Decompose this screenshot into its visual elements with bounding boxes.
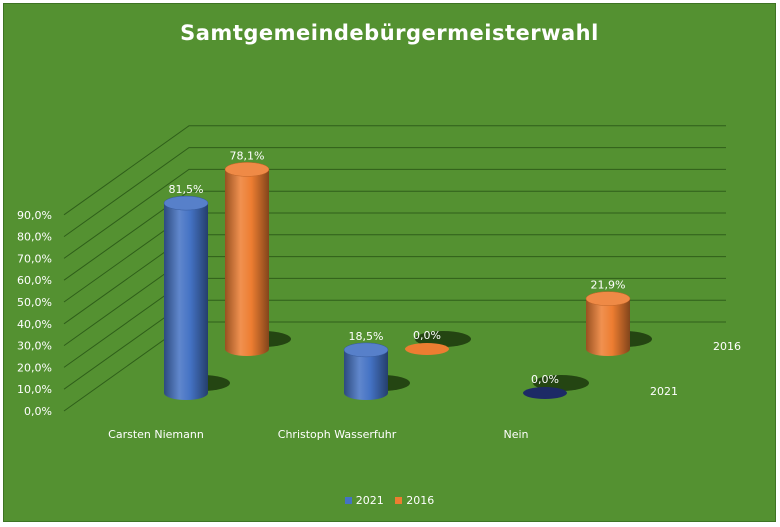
legend-label-2021: 2021 [355,494,384,507]
gridline [63,212,726,303]
legend-label-2016: 2016 [406,494,435,507]
y-tick-label: 0,0% [24,405,52,418]
gridline [63,168,726,259]
y-tick-label: 30,0% [17,340,52,353]
legend-swatch-2021 [344,497,352,504]
bar-top-2021-0 [163,195,209,211]
chart-plot: 0,0% 10,0% 20,0% 30,0% 40,0% 50,0% 60,0% 70,0% 8… [17,125,741,441]
data-label: 0,0% [531,373,559,386]
legend: 2021 2016 [4,494,775,507]
bar-2021-2 [523,387,567,399]
y-tick-label: 90,0% [17,209,52,222]
gridline [63,125,726,216]
data-label: 0,0% [413,329,441,342]
bar-top-2016-0 [224,162,270,177]
bar-top-2021-1 [343,342,389,358]
category-label: Carsten Niemann [108,428,204,441]
legend-item-2016: 2016 [395,494,434,507]
category-label: Nein [503,428,528,441]
series-depth-label: 2016 [713,340,741,353]
y-tick-label: 20,0% [17,361,52,374]
bar-shadow [533,375,589,391]
y-tick-label: 70,0% [17,252,52,265]
y-tick-label: 40,0% [17,318,52,331]
gridline [63,190,726,281]
bar-2021-0 [164,203,208,400]
chart-frame: Samtgemeindebürgermeisterwahl 0,0% 10,0% 2… [3,3,776,522]
data-label: 21,9% [591,279,626,292]
y-tick-label: 50,0% [17,296,52,309]
legend-item-2021: 2021 [344,494,384,507]
data-label: 78,1% [230,149,265,162]
bar-2016-0 [225,169,269,356]
bar-2016-2 [586,298,630,356]
legend-swatch-2016 [395,497,403,504]
y-tick-label: 80,0% [17,231,52,244]
bar-top-2016-2 [585,291,631,306]
bar-2016-1 [405,343,449,355]
y-tick-label: 10,0% [17,383,52,396]
bar-2021-1 [344,349,388,400]
category-label: Christoph Wasserfuhr [278,428,397,441]
gridline [63,147,726,238]
bar-shadow [415,331,471,347]
chart-title: Samtgemeindebürgermeisterwahl [180,21,599,45]
data-label: 18,5% [349,330,384,343]
y-tick-label: 60,0% [17,274,52,287]
series-depth-label: 2021 [650,385,678,398]
data-label: 81,5% [169,183,204,196]
